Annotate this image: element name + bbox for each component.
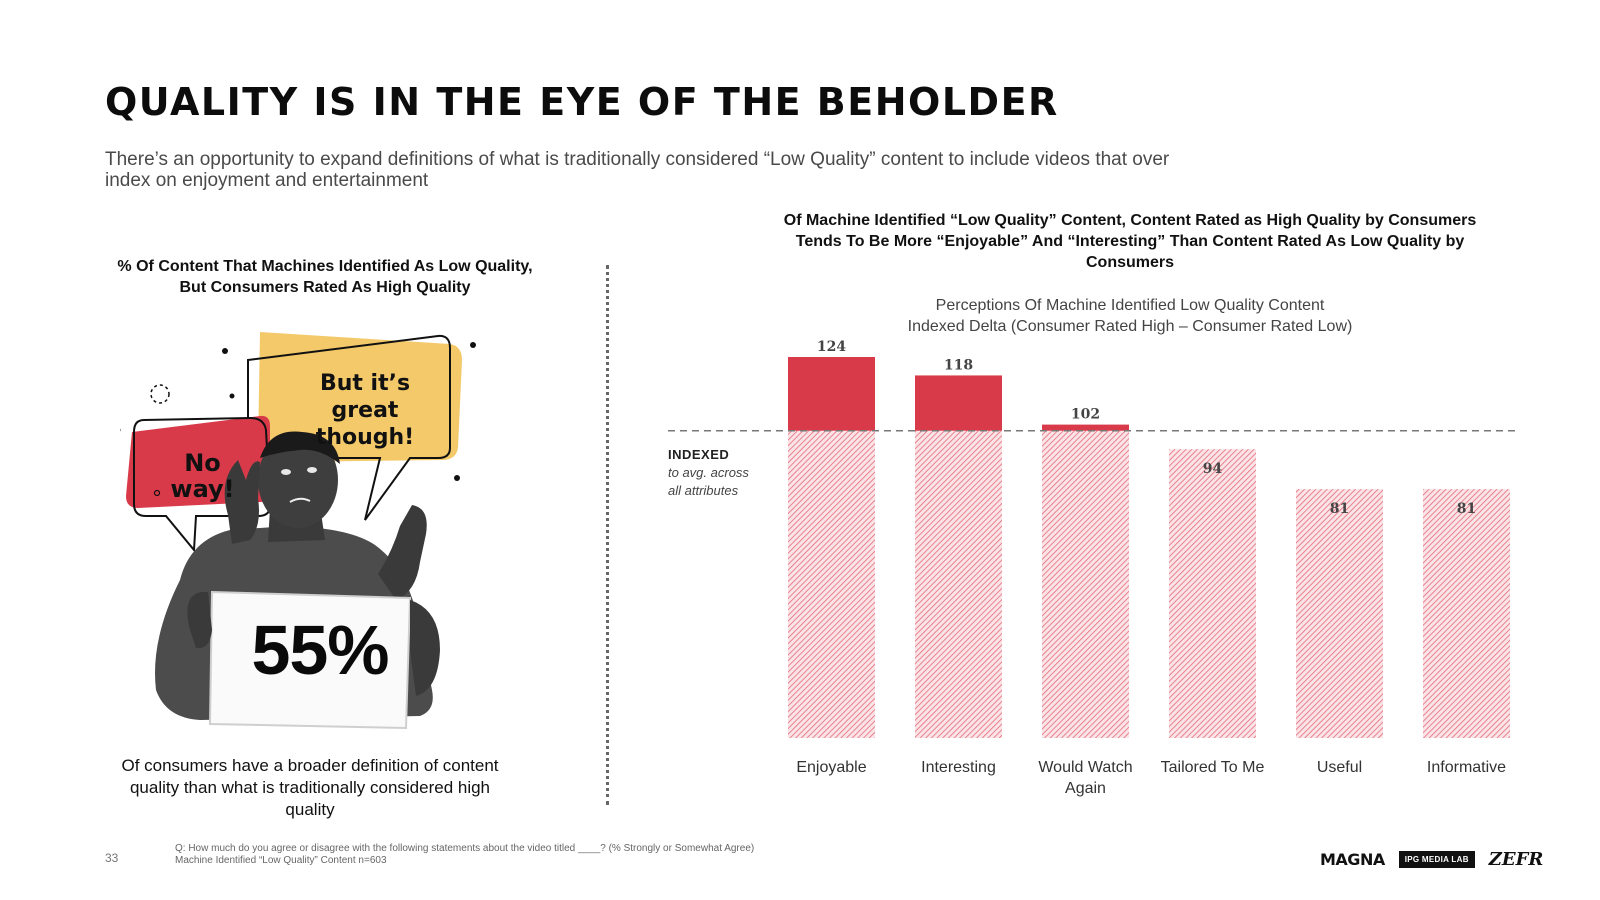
left-heading-line2: But Consumers Rated As High Quality [179, 279, 471, 296]
decor-dot [120, 428, 121, 432]
bar-value-label: 124 [817, 339, 846, 355]
panel-divider [606, 265, 609, 805]
left-panel-heading: % Of Content That Machines Identified As… [90, 256, 560, 298]
category-label: Informative [1427, 759, 1506, 776]
category-label: Useful [1317, 759, 1362, 776]
yellow-bubble-shape [258, 332, 462, 462]
footnote-base: Machine Identified “Low Quality” Content… [175, 855, 387, 866]
footnote: Q: How much do you agree or disagree wit… [175, 843, 754, 867]
left-panel-caption: Of consumers have a broader definition o… [121, 756, 499, 819]
bar-0-hatched [788, 430, 875, 738]
labels-layer: 124 Enjoyable 118 Interesting 102 Would Watch… [796, 339, 1506, 797]
chart-subtitle-block: Perceptions Of Machine Identified Low Qu… [830, 295, 1430, 337]
indexed-desc-line2: all attributes [668, 483, 739, 498]
decor-dot [229, 393, 235, 399]
bar-value-label: 102 [1071, 407, 1100, 423]
bar-value-label: 81 [1457, 501, 1476, 517]
bar-1-above-index [915, 375, 1002, 431]
footnote-question: Q: How much do you agree or disagree wit… [175, 843, 755, 854]
bar-value-label: 118 [944, 357, 973, 373]
bubble-yellow-text: But it’s great though! [315, 371, 415, 450]
category-label: Enjoyable [796, 759, 866, 776]
bar-1-hatched [915, 430, 1002, 738]
partner-logos: MAGNA IPG MEDIA LAB ZEFR [1320, 845, 1543, 873]
slide-title: QUALITY IS IN THE EYE OF THE BEHOLDER [105, 80, 1059, 124]
chart-title: Perceptions Of Machine Identified Low Qu… [935, 297, 1325, 314]
indexed-title: INDEXED [668, 447, 730, 462]
person-mouth [289, 497, 311, 503]
category-label: Would Watch [1038, 759, 1132, 776]
bar-2-hatched [1042, 430, 1129, 738]
bar-3-hatched [1169, 449, 1256, 738]
magna-logo: MAGNA [1320, 849, 1385, 869]
bubble-red-text: No way! [170, 449, 235, 503]
person-illustration [120, 332, 476, 730]
bar-2-above-index [1042, 424, 1129, 431]
ipg-media-lab-logo: IPG MEDIA LAB [1398, 850, 1475, 868]
chart-heading: Of Machine Identified “Low Quality” Cont… [783, 212, 1477, 271]
bar-value-label: 94 [1203, 461, 1223, 477]
sign-board [208, 590, 412, 730]
decor-dot [454, 475, 460, 481]
left-heading-line1: % Of Content That Machines Identified As… [117, 258, 533, 275]
person-hair [260, 431, 340, 464]
zefr-logo: ZEFR [1488, 848, 1544, 870]
indexed-label: INDEXED to avg. across all attributes [668, 446, 788, 500]
page-number: 33 [105, 851, 119, 865]
chart-subtitle: Indexed Delta (Consumer Rated High – Con… [907, 318, 1353, 335]
decor-dashed-circle [150, 384, 170, 404]
person-hand-left [224, 460, 260, 544]
bars-layer [788, 357, 1510, 738]
decor-dot [470, 342, 476, 348]
person-hand-on-sign [410, 600, 440, 696]
person-hand-on-sign [187, 591, 212, 649]
person-eye [281, 469, 291, 475]
indexed-desc-line1: to avg. across [668, 465, 749, 480]
red-bubble-outline [133, 416, 272, 553]
person-head [258, 432, 338, 528]
bar-5-hatched [1423, 489, 1510, 738]
category-label: Tailored To Me [1161, 759, 1265, 776]
category-label: Interesting [921, 759, 996, 776]
bar-0-above-index [788, 357, 875, 431]
decor-dot [222, 348, 228, 354]
bar-4-hatched [1296, 489, 1383, 738]
person-eye [307, 467, 317, 473]
stat-value: 55% [251, 611, 389, 689]
decor-small-circle [153, 489, 161, 497]
bar-value-label: 81 [1330, 501, 1349, 517]
person-hand-right [378, 505, 427, 600]
category-label: Again [1065, 780, 1106, 797]
slide-subtitle: There’s an opportunity to expand definit… [105, 149, 1170, 191]
